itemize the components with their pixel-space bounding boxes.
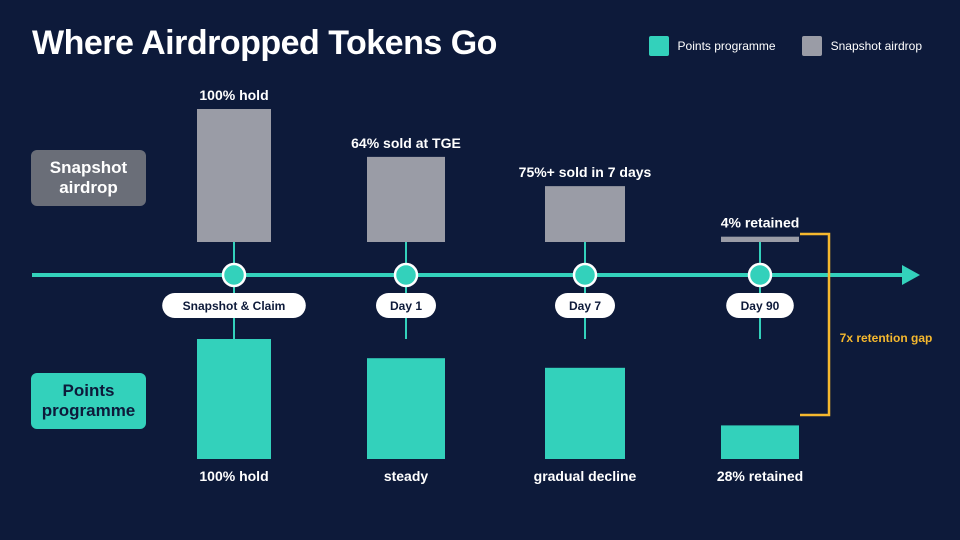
points-bar <box>197 339 271 459</box>
snapshot-bar <box>721 236 799 242</box>
snapshot-bar-label: 75%+ sold in 7 days <box>519 164 652 180</box>
category-label: Day 7 <box>569 299 601 313</box>
legend: Points programme Snapshot airdrop <box>648 36 922 56</box>
legend-swatch-points <box>648 36 669 56</box>
legend-swatch-snapshot <box>801 36 822 56</box>
snapshot-bar <box>367 156 445 242</box>
category-label: Day 90 <box>741 299 780 313</box>
snapshot-bar <box>545 186 625 242</box>
retention-gap-annotation: 7x retention gap <box>840 331 933 345</box>
legend-label-points: Points programme <box>677 39 776 53</box>
points-bar-label: steady <box>384 468 429 484</box>
timeline-arrow-icon <box>902 265 920 285</box>
category-pill <box>726 293 794 318</box>
row-label-snapshot: Snapshot airdrop <box>31 150 146 206</box>
milestone-node <box>572 262 598 288</box>
legend-item-snapshot: Snapshot airdrop <box>801 36 922 56</box>
points-bar <box>367 358 445 459</box>
category-pill <box>162 293 306 318</box>
snapshot-bar-label: 100% hold <box>199 87 268 103</box>
milestone-node <box>393 262 419 288</box>
category-label: Day 1 <box>390 299 422 313</box>
points-bar-label: 100% hold <box>199 468 268 484</box>
snapshot-bar-label: 4% retained <box>721 215 800 231</box>
points-bar-label: 28% retained <box>717 468 803 484</box>
retention-gap-bracket <box>800 232 831 417</box>
category-label: Snapshot & Claim <box>183 299 286 313</box>
chart-title: Where Airdropped Tokens Go <box>32 24 497 62</box>
category-pill <box>555 293 615 318</box>
legend-label-snapshot: Snapshot airdrop <box>830 39 922 53</box>
milestone-node <box>747 262 773 288</box>
snapshot-bar-label: 64% sold at TGE <box>351 135 461 151</box>
points-bar <box>721 425 799 459</box>
points-bar-label: gradual decline <box>534 468 637 484</box>
category-pill <box>376 293 436 318</box>
points-bar <box>545 367 625 459</box>
snapshot-bar <box>197 109 271 242</box>
legend-item-points: Points programme <box>648 36 776 56</box>
row-label-points: Points programme <box>31 373 146 429</box>
milestone-node <box>221 262 247 288</box>
